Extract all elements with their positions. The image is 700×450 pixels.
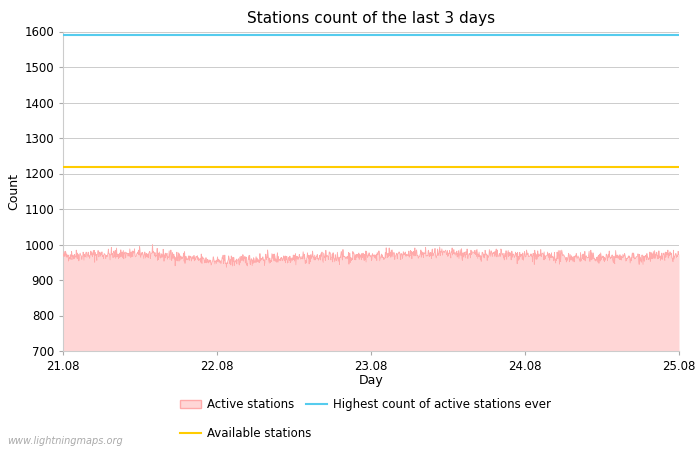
- Text: www.lightningmaps.org: www.lightningmaps.org: [7, 436, 122, 446]
- Y-axis label: Count: Count: [7, 173, 20, 210]
- Legend: Available stations: Available stations: [180, 427, 312, 440]
- Title: Stations count of the last 3 days: Stations count of the last 3 days: [247, 11, 495, 26]
- X-axis label: Day: Day: [358, 374, 384, 387]
